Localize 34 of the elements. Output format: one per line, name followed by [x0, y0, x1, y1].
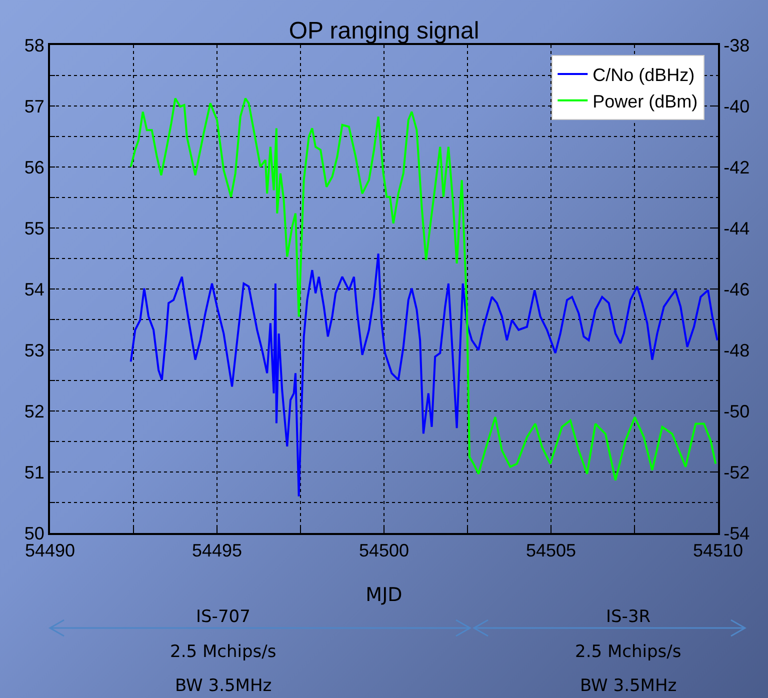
- y-tick-label: 57: [24, 96, 44, 116]
- y-tick-label: 51: [24, 462, 44, 482]
- y2-tick-label: -46: [724, 279, 750, 300]
- y-tick-label: 58: [24, 35, 44, 56]
- y2-tick-label: -42: [724, 157, 750, 178]
- chart-title: OP ranging signal: [288, 17, 480, 44]
- y2-tick-label: -40: [724, 96, 750, 116]
- x-tick-label: 54505: [526, 540, 576, 561]
- x-axis-title: MJD: [366, 584, 402, 606]
- text: 2.5 Mchips/s: [170, 642, 276, 662]
- y2-tick-label: -38: [724, 35, 750, 56]
- y2-tick-label: -52: [724, 462, 750, 482]
- text: 2.5 Mchips/s: [575, 642, 682, 662]
- x-tick-label: 54500: [358, 540, 410, 561]
- y2-tick-label: -48: [724, 340, 750, 360]
- x-tick-label: 54495: [192, 540, 242, 561]
- x-tick-label: 54510: [692, 540, 744, 561]
- y-tick-label: 54: [24, 279, 44, 300]
- y-tick-label: 55: [24, 218, 44, 238]
- y2-tick-label: -50: [724, 401, 750, 422]
- y2-tick-label: -54: [724, 523, 750, 544]
- legend-label: Power (dBm): [592, 91, 698, 112]
- text: BW 3.5MHz: [580, 676, 677, 696]
- line-series: [130, 252, 718, 498]
- y-tick-label: 50: [24, 523, 44, 544]
- x-tick-label: 54490: [24, 540, 76, 561]
- text: BW 3.5MHz: [175, 676, 272, 696]
- text: IS-707: [196, 607, 250, 627]
- legend-label: C/No (dBHz): [592, 64, 695, 85]
- y-tick-label: 53: [24, 340, 44, 360]
- y2-tick-label: -44: [724, 218, 750, 238]
- y-tick-label: 52: [24, 401, 44, 422]
- y-tick-label: 56: [24, 157, 44, 178]
- text: IS-3R: [606, 607, 651, 627]
